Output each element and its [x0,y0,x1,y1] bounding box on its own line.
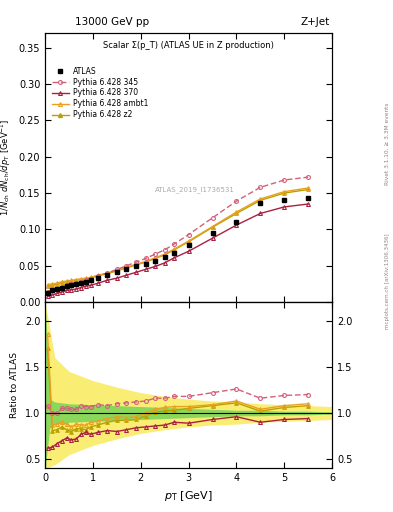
Y-axis label: $1/N_\mathrm{ch}\ dN_\mathrm{ch}/dp_\mathrm{T}\ [\mathrm{GeV}^{-1}]$: $1/N_\mathrm{ch}\ dN_\mathrm{ch}/dp_\mat… [0,119,13,216]
Text: Scalar Σ(p_T) (ATLAS UE in Z production): Scalar Σ(p_T) (ATLAS UE in Z production) [103,41,274,50]
Text: Z+Jet: Z+Jet [301,17,330,27]
X-axis label: $p_\mathrm{T}\ [\mathrm{GeV}]$: $p_\mathrm{T}\ [\mathrm{GeV}]$ [164,489,213,503]
Y-axis label: Ratio to ATLAS: Ratio to ATLAS [10,352,19,418]
Text: mcplots.cern.ch [arXiv:1306.3436]: mcplots.cern.ch [arXiv:1306.3436] [385,234,389,329]
Text: Rivet 3.1.10, ≥ 3.3M events: Rivet 3.1.10, ≥ 3.3M events [385,102,389,185]
Text: ATLAS_2019_I1736531: ATLAS_2019_I1736531 [154,186,234,193]
Text: 13000 GeV pp: 13000 GeV pp [75,17,149,27]
Legend: ATLAS, Pythia 6.428 345, Pythia 6.428 370, Pythia 6.428 ambt1, Pythia 6.428 z2: ATLAS, Pythia 6.428 345, Pythia 6.428 37… [52,67,148,119]
